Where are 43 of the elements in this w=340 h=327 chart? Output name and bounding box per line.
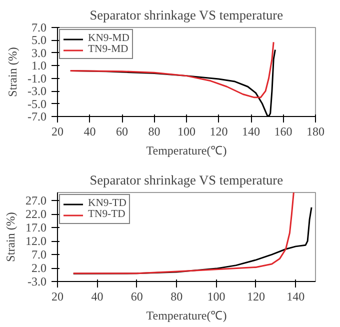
- x-tick-label: 140: [242, 124, 260, 138]
- x-tick-label: 100: [178, 124, 196, 138]
- y-tick-label: 7.0: [32, 248, 46, 262]
- x-tick-label: 100: [207, 290, 226, 304]
- y-tick-label: 22.0: [26, 207, 46, 222]
- chart-title: Separator shrinkage VS temperature: [90, 8, 284, 22]
- x-tick-label: 20: [52, 124, 64, 138]
- y-tick-label: -1.0: [28, 71, 47, 86]
- y-axis-title: Strain (%): [4, 212, 18, 262]
- x-tick-label: 120: [246, 290, 265, 304]
- y-tick-label: 2.0: [32, 261, 46, 276]
- legend-label: TN9-MD: [88, 44, 128, 55]
- x-tick-label: 60: [116, 124, 128, 138]
- x-tick-label: 20: [52, 290, 64, 304]
- x-tick-label: 80: [148, 124, 160, 138]
- y-tick-label: 5.0: [32, 33, 46, 48]
- legend-label: KN9-TD: [88, 198, 126, 209]
- line-series: [72, 192, 294, 274]
- legend-label: KN9-MD: [88, 33, 130, 44]
- x-tick-label: 40: [84, 124, 96, 138]
- y-tick-label: 17.0: [26, 220, 46, 235]
- y-axis-title: Strain (%): [6, 47, 20, 97]
- y-tick-label: -7.0: [28, 110, 47, 124]
- y-tick-label: -3.0: [28, 84, 47, 98]
- x-axis-title: Temperature(℃): [146, 144, 227, 158]
- legend-label: TN9-TD: [88, 209, 126, 220]
- y-tick-label: 7.0: [32, 20, 46, 34]
- y-tick-label: -5.0: [28, 96, 47, 111]
- x-tick-label: 160: [274, 124, 292, 138]
- y-tick-label: -3.0: [28, 274, 47, 288]
- x-axis-title: Temperature(℃): [146, 308, 227, 322]
- x-tick-label: 120: [210, 124, 228, 138]
- y-tick-label: 1.0: [32, 58, 46, 73]
- x-tick-label: 40: [91, 290, 104, 304]
- chart-title: Separator shrinkage VS temperature: [90, 172, 284, 188]
- x-tick-label: 140: [286, 290, 305, 304]
- y-tick-label: 3.0: [32, 46, 46, 60]
- x-tick-label: 80: [170, 290, 183, 304]
- y-tick-label: 27.0: [26, 194, 46, 208]
- line-series: [70, 41, 274, 98]
- x-tick-label: 180: [306, 124, 324, 138]
- x-tick-label: 60: [130, 290, 143, 304]
- y-tick-label: 12.0: [26, 234, 46, 248]
